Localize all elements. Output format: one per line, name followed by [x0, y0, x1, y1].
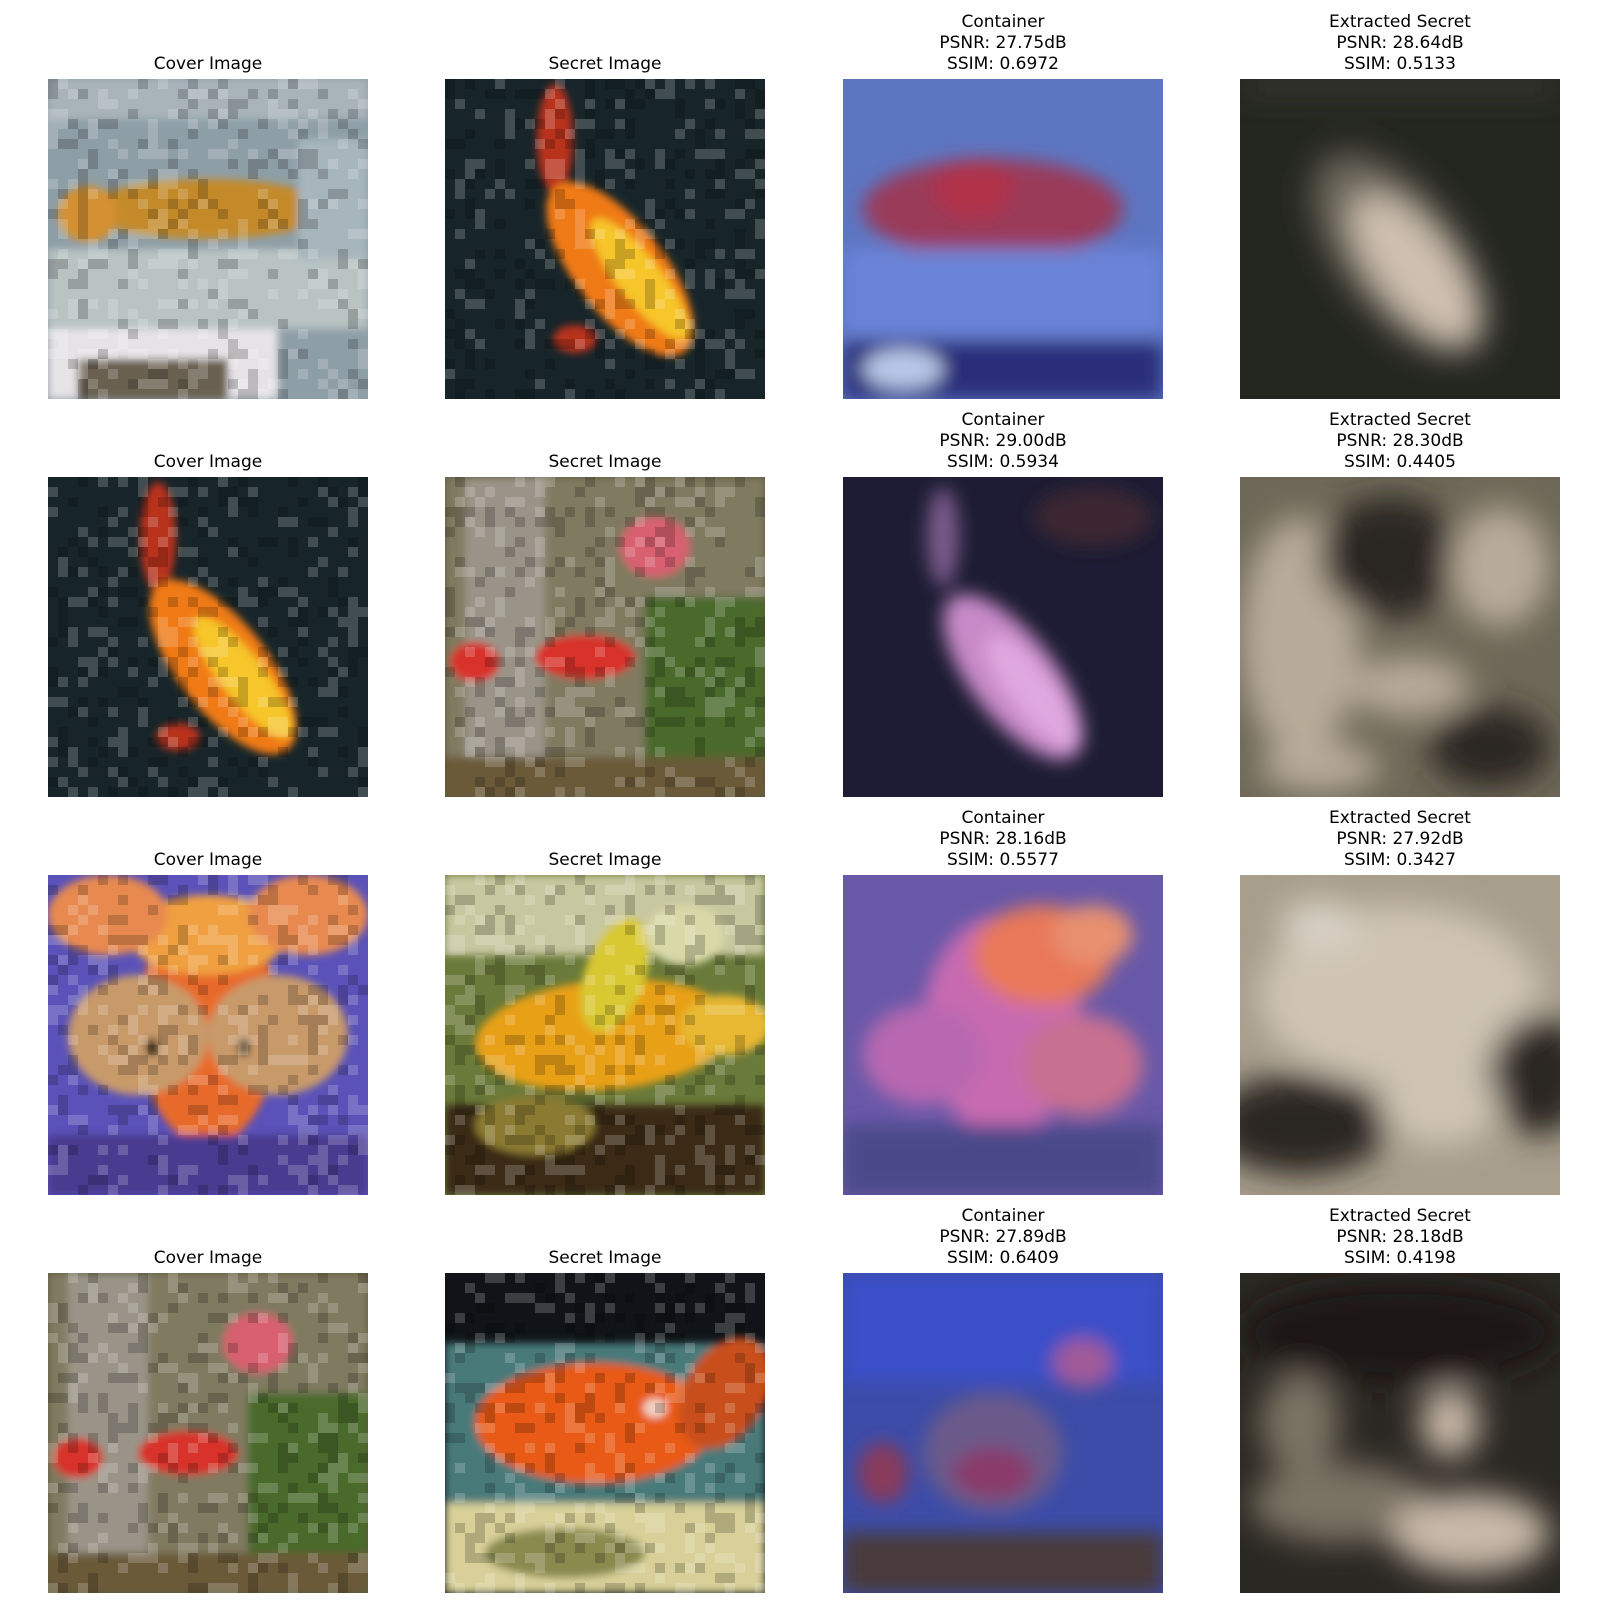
- secret-image-graphic: [445, 79, 765, 399]
- secret-image-graphic: [445, 1273, 765, 1593]
- psnr-value: PSNR: 28.64dB: [1336, 33, 1464, 53]
- secret-image-graphic: [445, 477, 765, 797]
- panel-title-text: Container: [961, 1206, 1045, 1226]
- cover-image-graphic: [48, 477, 368, 797]
- cover-image-graphic: [48, 875, 368, 1195]
- panel-title-text: Secret Image: [548, 850, 662, 870]
- psnr-value: PSNR: 28.30dB: [1336, 431, 1464, 451]
- panel-title-text: Cover Image: [153, 452, 263, 472]
- psnr-value: PSNR: 29.00dB: [939, 431, 1067, 451]
- panel-title-text: Cover Image: [153, 1248, 263, 1268]
- ssim-value: SSIM: 0.5577: [947, 850, 1059, 870]
- cover-image: [48, 79, 368, 399]
- container-image-graphic: [843, 1273, 1163, 1593]
- panel-title-container: Container PSNR: 27.89dB SSIM: 0.6409: [803, 1206, 1203, 1269]
- ssim-value: SSIM: 0.4405: [1344, 452, 1456, 472]
- panel-title-extracted: Extracted Secret PSNR: 28.30dB SSIM: 0.440…: [1200, 410, 1600, 473]
- cover-image: [48, 875, 368, 1195]
- container-image: [843, 1273, 1163, 1593]
- panel-title-text: Cover Image: [153, 54, 263, 74]
- panel-title-text: Cover Image: [153, 850, 263, 870]
- panel-title-text: Extracted Secret: [1329, 808, 1471, 828]
- secret-image: [445, 1273, 765, 1593]
- ssim-value: SSIM: 0.6972: [947, 54, 1059, 74]
- panel-title-cover: Cover Image: [8, 850, 408, 871]
- secret-image: [445, 79, 765, 399]
- panel-title-container: Container PSNR: 27.75dB SSIM: 0.6972: [803, 12, 1203, 75]
- cover-image-graphic: [48, 1273, 368, 1593]
- panel-title-text: Secret Image: [548, 452, 662, 472]
- container-image: [843, 79, 1163, 399]
- ssim-value: SSIM: 0.6409: [947, 1248, 1059, 1268]
- panel-title-extracted: Extracted Secret PSNR: 28.18dB SSIM: 0.419…: [1200, 1206, 1600, 1269]
- psnr-value: PSNR: 28.16dB: [939, 829, 1067, 849]
- cover-image: [48, 1273, 368, 1593]
- panel-title-cover: Cover Image: [8, 1248, 408, 1269]
- psnr-value: PSNR: 27.92dB: [1336, 829, 1464, 849]
- panel-title-cover: Cover Image: [8, 452, 408, 473]
- container-image: [843, 875, 1163, 1195]
- extracted-image-graphic: [1240, 875, 1560, 1195]
- psnr-value: PSNR: 28.18dB: [1336, 1227, 1464, 1247]
- ssim-value: SSIM: 0.3427: [1344, 850, 1456, 870]
- extracted-image: [1240, 1273, 1560, 1593]
- extracted-image: [1240, 875, 1560, 1195]
- secret-image: [445, 477, 765, 797]
- container-image-graphic: [843, 477, 1163, 797]
- extracted-image-graphic: [1240, 79, 1560, 399]
- extracted-image-graphic: [1240, 477, 1560, 797]
- panel-title-text: Container: [961, 410, 1045, 430]
- panel-title-secret: Secret Image: [405, 54, 805, 75]
- container-image: [843, 477, 1163, 797]
- ssim-value: SSIM: 0.5934: [947, 452, 1059, 472]
- cover-image: [48, 477, 368, 797]
- panel-title-container: Container PSNR: 28.16dB SSIM: 0.5577: [803, 808, 1203, 871]
- panel-title-text: Secret Image: [548, 1248, 662, 1268]
- cover-image-graphic: [48, 79, 368, 399]
- panel-title-secret: Secret Image: [405, 1248, 805, 1269]
- extracted-image-graphic: [1240, 1273, 1560, 1593]
- panel-title-secret: Secret Image: [405, 452, 805, 473]
- secret-image: [445, 875, 765, 1195]
- psnr-value: PSNR: 27.89dB: [939, 1227, 1067, 1247]
- panel-title-cover: Cover Image: [8, 54, 408, 75]
- panel-title-text: Container: [961, 808, 1045, 828]
- panel-title-text: Extracted Secret: [1329, 12, 1471, 32]
- panel-title-extracted: Extracted Secret PSNR: 27.92dB SSIM: 0.342…: [1200, 808, 1600, 871]
- panel-title-secret: Secret Image: [405, 850, 805, 871]
- panel-title-text: Secret Image: [548, 54, 662, 74]
- extracted-image: [1240, 477, 1560, 797]
- panel-title-extracted: Extracted Secret PSNR: 28.64dB SSIM: 0.513…: [1200, 12, 1600, 75]
- ssim-value: SSIM: 0.4198: [1344, 1248, 1456, 1268]
- panel-title-text: Container: [961, 12, 1045, 32]
- container-image-graphic: [843, 875, 1163, 1195]
- panel-title-text: Extracted Secret: [1329, 410, 1471, 430]
- container-image-graphic: [843, 79, 1163, 399]
- secret-image-graphic: [445, 875, 765, 1195]
- panel-title-text: Extracted Secret: [1329, 1206, 1471, 1226]
- ssim-value: SSIM: 0.5133: [1344, 54, 1456, 74]
- psnr-value: PSNR: 27.75dB: [939, 33, 1067, 53]
- panel-title-container: Container PSNR: 29.00dB SSIM: 0.5934: [803, 410, 1203, 473]
- extracted-image: [1240, 79, 1560, 399]
